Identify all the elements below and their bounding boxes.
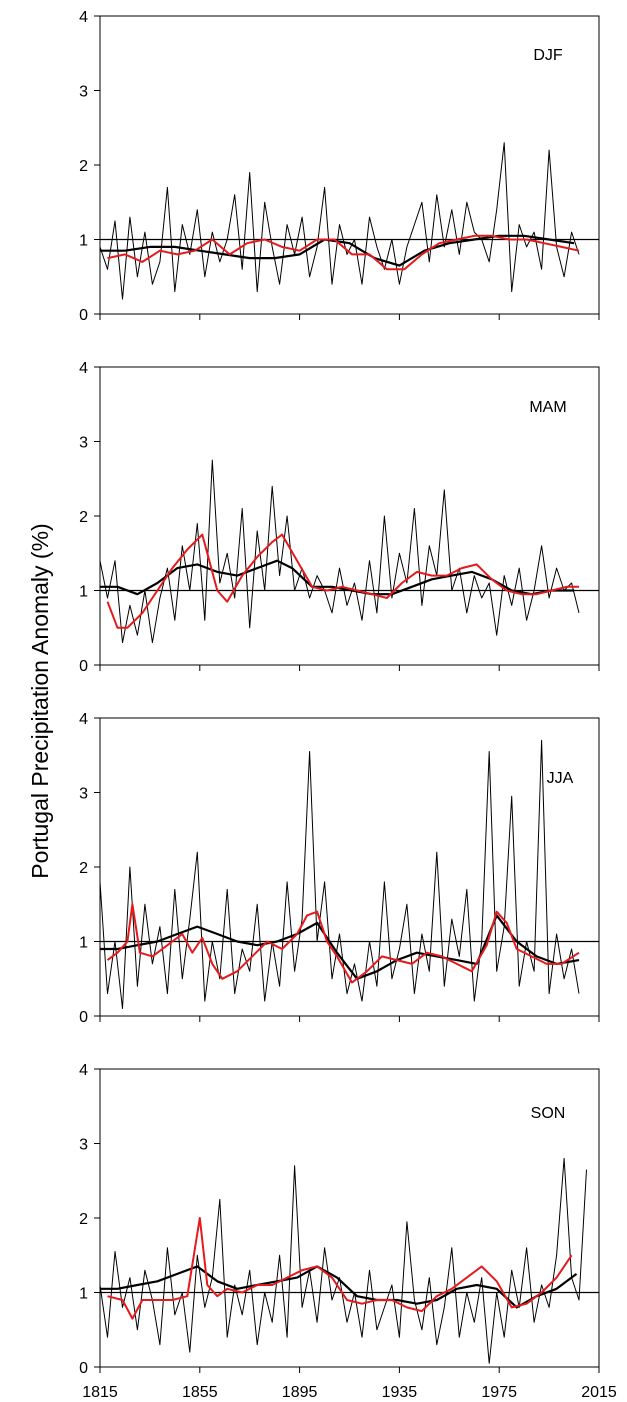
x-tick-label: 1815 xyxy=(82,1384,118,1401)
y-tick-label: 1 xyxy=(79,1286,88,1303)
smoothed-black-line xyxy=(100,914,580,980)
annual-series-line xyxy=(99,1157,587,1364)
season-label: DJF xyxy=(533,47,563,64)
panel-jja: 0 1 2 3 4 JJA xyxy=(79,711,600,1026)
plot-frame xyxy=(99,1068,600,1368)
annual-series-line xyxy=(99,459,580,644)
x-tick-label: 1895 xyxy=(282,1384,318,1401)
y-tick-label: 4 xyxy=(79,9,88,26)
y-tick-label: 0 xyxy=(79,658,88,675)
y-tick-label: 2 xyxy=(79,509,88,526)
season-label: SON xyxy=(531,1105,566,1122)
season-label: MAM xyxy=(529,399,566,416)
y-tick-label: 3 xyxy=(79,1137,88,1154)
y-tick-label: 1 xyxy=(79,935,88,952)
panel-son: 0 1 2 3 4 1815 1855 1895 1935 1975 2015 SON xyxy=(79,1062,617,1401)
plot-frame xyxy=(99,717,600,1017)
smoothed-red-line xyxy=(106,533,579,629)
x-tick-label: 1855 xyxy=(182,1384,218,1401)
y-tick-label: 0 xyxy=(79,307,88,324)
y-tick-label: 0 xyxy=(79,1360,88,1377)
x-tick-label: 1935 xyxy=(382,1384,418,1401)
smoothed-red-line xyxy=(107,234,580,271)
annual-series-line xyxy=(99,142,580,300)
y-tick-label: 2 xyxy=(79,860,88,877)
y-tick-label: 4 xyxy=(79,1062,88,1079)
panel-djf: 0 1 2 3 4 DJF xyxy=(79,9,600,324)
panel-mam: 0 1 2 3 4 MAM xyxy=(79,360,600,675)
y-tick-label: 2 xyxy=(79,158,88,175)
y-axis-label: Portugal Precipitation Anomaly (%) xyxy=(27,523,53,878)
smoothed-black-line xyxy=(100,1265,578,1309)
smoothed-red-line xyxy=(106,903,580,984)
y-tick-label: 4 xyxy=(79,711,88,728)
y-tick-label: 3 xyxy=(79,786,88,803)
smoothed-red-line xyxy=(107,1217,573,1320)
annual-series-line xyxy=(99,739,580,1009)
plot-frame xyxy=(99,15,600,315)
y-tick-label: 0 xyxy=(79,1009,88,1026)
y-tick-label: 3 xyxy=(79,84,88,101)
x-tick-label: 2015 xyxy=(581,1384,617,1401)
season-label: JJA xyxy=(547,770,574,787)
y-tick-label: 1 xyxy=(79,233,88,250)
y-tick-label: 4 xyxy=(79,360,88,377)
x-tick-label: 1975 xyxy=(481,1384,517,1401)
y-tick-label: 2 xyxy=(79,1211,88,1228)
y-tick-label: 3 xyxy=(79,435,88,452)
y-tick-label: 1 xyxy=(79,584,88,601)
